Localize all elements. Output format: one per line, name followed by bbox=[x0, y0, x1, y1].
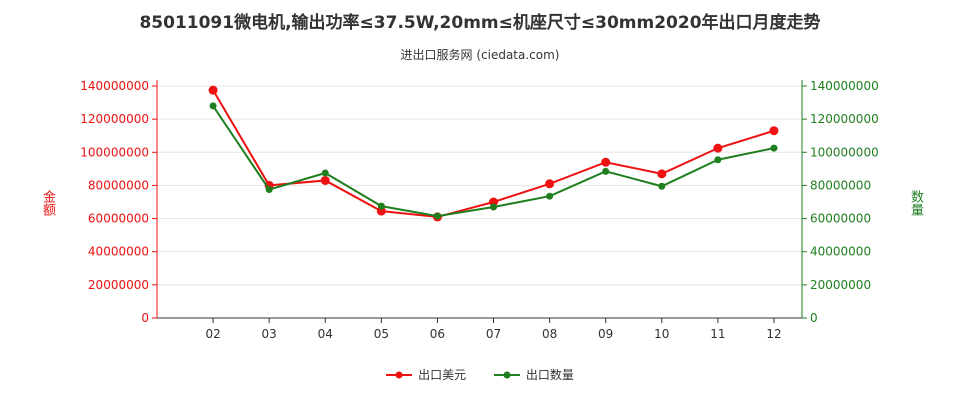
data-point-export-qty bbox=[209, 102, 217, 110]
data-point-export-value bbox=[657, 169, 667, 179]
y-right-tick-label: 140000000 bbox=[810, 79, 879, 93]
x-tick-label: 10 bbox=[654, 327, 669, 341]
data-point-export-value bbox=[376, 206, 386, 216]
y-right-tick-label: 100000000 bbox=[810, 145, 879, 159]
data-point-export-value bbox=[713, 143, 723, 153]
data-point-export-value bbox=[601, 157, 611, 167]
legend-item-export-value[interactable]: 出口美元 bbox=[386, 366, 466, 383]
y-left-tick-label: 80000000 bbox=[88, 178, 149, 192]
legend-label-export-value: 出口美元 bbox=[418, 368, 467, 382]
legend-label-export-qty: 出口数量 bbox=[525, 368, 574, 382]
y-axis-right-label: 数量 bbox=[908, 190, 923, 216]
x-tick-label: 02 bbox=[205, 327, 220, 341]
data-point-export-qty bbox=[546, 192, 554, 200]
data-point-export-qty bbox=[658, 182, 666, 190]
data-point-export-qty bbox=[321, 169, 329, 177]
data-point-export-value bbox=[545, 179, 555, 189]
legend-swatch-red bbox=[386, 371, 413, 378]
y-right-tick-label: 80000000 bbox=[810, 178, 871, 192]
data-point-export-value bbox=[208, 85, 218, 95]
x-tick-label: 05 bbox=[374, 327, 389, 341]
data-point-export-qty bbox=[714, 156, 722, 164]
y-left-tick-label: 40000000 bbox=[88, 245, 149, 259]
legend-swatch-green bbox=[493, 371, 520, 378]
y-left-tick-label: 120000000 bbox=[80, 112, 149, 126]
data-point-export-qty bbox=[377, 202, 385, 210]
x-tick-label: 12 bbox=[766, 327, 781, 341]
data-point-export-value bbox=[769, 126, 779, 136]
data-point-export-value bbox=[489, 197, 499, 207]
y-left-tick-label: 0 bbox=[141, 311, 149, 325]
y-right-tick-label: 0 bbox=[810, 311, 818, 325]
x-tick-label: 07 bbox=[486, 327, 501, 341]
data-point-export-qty bbox=[433, 212, 441, 220]
legend: 出口美元 出口数量 bbox=[0, 366, 960, 383]
x-tick-label: 09 bbox=[598, 327, 613, 341]
line-chart: 0 0 20000000 20000000 40000000 40000000 600000… bbox=[80, 79, 879, 341]
x-tick-label: 08 bbox=[542, 327, 557, 341]
data-point-export-qty bbox=[770, 144, 778, 152]
y-left-tick-label: 140000000 bbox=[80, 79, 149, 93]
y-left-tick-label: 60000000 bbox=[88, 212, 149, 226]
legend-item-export-qty[interactable]: 出口数量 bbox=[493, 366, 574, 383]
x-tick-label: 11 bbox=[710, 327, 725, 341]
chart-title: 85011091微电机,输出功率≤37.5W,20mm≤机座尺寸≤30mm202… bbox=[139, 13, 821, 33]
chart-subtitle: 进出口服务网 (ciedata.com) bbox=[400, 48, 560, 62]
y-right-tick-label: 20000000 bbox=[810, 278, 871, 292]
y-left-tick-label: 20000000 bbox=[88, 278, 149, 292]
data-point-export-qty bbox=[602, 167, 610, 175]
data-point-export-qty bbox=[265, 186, 273, 194]
data-point-export-value bbox=[320, 175, 330, 185]
y-right-tick-label: 120000000 bbox=[810, 112, 879, 126]
y-left-tick-label: 100000000 bbox=[80, 145, 149, 159]
y-right-tick-label: 60000000 bbox=[810, 212, 871, 226]
data-point-export-qty bbox=[490, 203, 498, 211]
x-tick-label: 03 bbox=[262, 327, 277, 341]
y-right-tick-label: 40000000 bbox=[810, 245, 871, 259]
x-tick-label: 06 bbox=[430, 327, 445, 341]
x-tick-label: 04 bbox=[318, 327, 333, 341]
y-axis-left-label: 金额 bbox=[40, 190, 55, 216]
